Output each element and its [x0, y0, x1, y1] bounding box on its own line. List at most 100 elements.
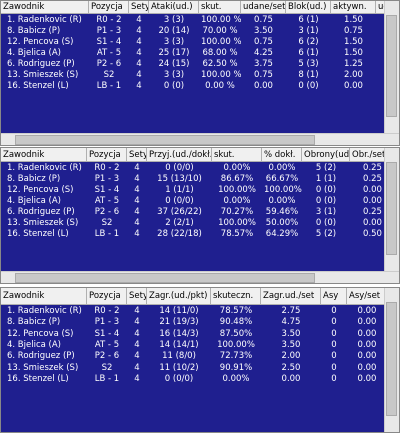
grid-cell: 0 (0/0): [165, 163, 194, 173]
grid-cell: 8. Babicz (P): [7, 26, 61, 36]
horizontal-scrollbar: [1, 133, 399, 145]
grid-cell: 1. Radenkovic (R): [7, 15, 82, 25]
grid-cell: AT - 5: [96, 48, 122, 58]
grid-cell: 0 (0): [298, 81, 319, 91]
grid-cell: AT - 5: [94, 339, 120, 350]
grid-cell: 0: [331, 362, 337, 373]
grid-cell: 11 (8/0): [162, 351, 196, 362]
column-header: aktywn.: [331, 1, 376, 14]
column-header: Zawodnik: [1, 1, 89, 14]
grid-cell: 0.00%: [223, 196, 251, 206]
horizontal-scrollbar: [1, 271, 399, 283]
column-header: Przyj.(ud./dokł.): [147, 148, 212, 162]
grid-cell: 78.57%: [219, 306, 253, 316]
grid-cell: 0.75: [254, 37, 273, 47]
grid-cell: 100.00 %: [201, 15, 241, 25]
column-header: Pozycja: [87, 148, 127, 162]
grid-cell: 1. Radenkovic (R): [7, 163, 82, 173]
grid-cell: 1 (1): [315, 174, 337, 184]
data-grid: Zawodnik Pozycja Sety Ataki(ud.) skut. udane/…: [0, 0, 400, 146]
grid-cell: 3 (3): [163, 15, 185, 25]
grid-cell: 6. Rodriguez (P): [7, 351, 75, 362]
grid-cell: 4. Bjelica (A): [7, 339, 61, 350]
grid-cell: 0.00%: [268, 196, 296, 206]
scroll-thumb: [386, 162, 397, 255]
grid-cell: S2: [103, 70, 115, 80]
vertical-scrollbar: [384, 148, 399, 271]
vertical-scrollbar: [384, 288, 399, 432]
grid-cell: 13. Smieszek (S): [7, 218, 79, 228]
grid-cell: 100.00 %: [201, 37, 241, 47]
grid-cell: 3 (1): [315, 207, 337, 217]
grid-cell: 0.00: [357, 362, 377, 373]
grid-cell: 16. Stenzel (L): [7, 81, 69, 91]
grid-cell: 4.25: [254, 48, 273, 58]
column-header: Sety: [129, 1, 149, 14]
vertical-scrollbar: [384, 1, 399, 133]
column-header: Sety: [127, 148, 147, 162]
grid-cell: 0: [331, 306, 337, 316]
grid-cell: 3 (3): [163, 70, 185, 80]
grid-cell: 66.67%: [265, 174, 299, 184]
grid-cell: 64.29%: [265, 229, 299, 239]
column-header: skuteczn.: [211, 288, 261, 305]
grid-cell: 2.00: [281, 351, 301, 362]
column-header: udane/set: [241, 1, 286, 14]
grid-cell: 0.00: [357, 339, 377, 350]
grid-cell: 28 (22/18): [157, 229, 202, 239]
grid-cell: S1 - 4: [94, 328, 120, 339]
grid-cell: 4: [136, 26, 142, 36]
grid-cell: 0.00: [344, 81, 363, 91]
grid-cell: 62.50 %: [202, 59, 238, 69]
grid-cell: 8 (1): [298, 70, 319, 80]
grid-cell: 0.25: [363, 163, 382, 173]
grid-cell: 78.57%: [220, 229, 254, 239]
grid-cell: 0 (0): [315, 185, 337, 195]
grid-cell: 8. Babicz (P): [7, 174, 61, 184]
grid-cell: 4. Bjelica (A): [7, 196, 61, 206]
grid-cell: 68.00 %: [202, 48, 238, 58]
grid-cell: 6. Rodriguez (P): [7, 207, 75, 217]
column-header: Pozycja: [89, 1, 129, 14]
grid-cell: 3.50: [281, 339, 301, 350]
grid-cell: 21 (19/3): [159, 317, 199, 328]
grid-cell: 0: [331, 339, 337, 350]
column-header: Blok(ud.): [286, 1, 331, 14]
grid-cell: 0: [331, 351, 337, 362]
grid-cell: 4: [136, 48, 142, 58]
grid-cell: 4: [136, 81, 142, 91]
scroll-thumb: [15, 135, 315, 145]
grid-cell: 90.48%: [219, 317, 253, 328]
grid-cell: 4. Bjelica (A): [7, 48, 61, 58]
grid-cell: AT - 5: [94, 196, 120, 206]
column-header: Zawodnik: [1, 148, 87, 162]
grid-cell: 4: [136, 37, 142, 47]
grid-cell: 70.27%: [220, 207, 254, 217]
grid-cell: 14 (14/1): [159, 339, 199, 350]
grid-cell: S1 - 4: [94, 185, 120, 195]
grid-cell: 6 (1): [298, 15, 319, 25]
grid-cell: 16. Stenzel (L): [7, 229, 69, 239]
grid-cell: 100.00%: [218, 185, 256, 195]
grid-cell: 0.00: [363, 218, 382, 228]
grid-cell: 4: [134, 339, 140, 350]
grid-cell: 3.75: [254, 59, 273, 69]
grid-cell: 3 (1): [298, 26, 319, 36]
grid-cell: 13. Smieszek (S): [7, 362, 79, 373]
grid-cell: 0 (0/0): [164, 373, 194, 384]
grid-cell: 0 (0): [163, 81, 185, 91]
grid-cell: 0.00%: [222, 373, 250, 384]
data-grid: Zawodnik Pozycja Sety Przyj.(ud./dokł.) skut…: [0, 147, 400, 284]
grid-cell: 1.50: [344, 48, 363, 58]
grid-cell: R0 - 2: [94, 163, 120, 173]
grid-cell: 87.50%: [219, 328, 253, 339]
column-header: Obrony(ud.): [302, 148, 350, 162]
column-header: Asy/set: [347, 288, 387, 305]
column-header: Ataki(ud.): [149, 1, 199, 14]
grid-cell: 16 (14/3): [159, 328, 199, 339]
grid-cell: 0.75: [344, 26, 363, 36]
grid-cell: 6. Rodriguez (P): [7, 59, 75, 69]
grid-cell: 24 (15): [158, 59, 190, 69]
grid-cell: 5 (3): [298, 59, 319, 69]
